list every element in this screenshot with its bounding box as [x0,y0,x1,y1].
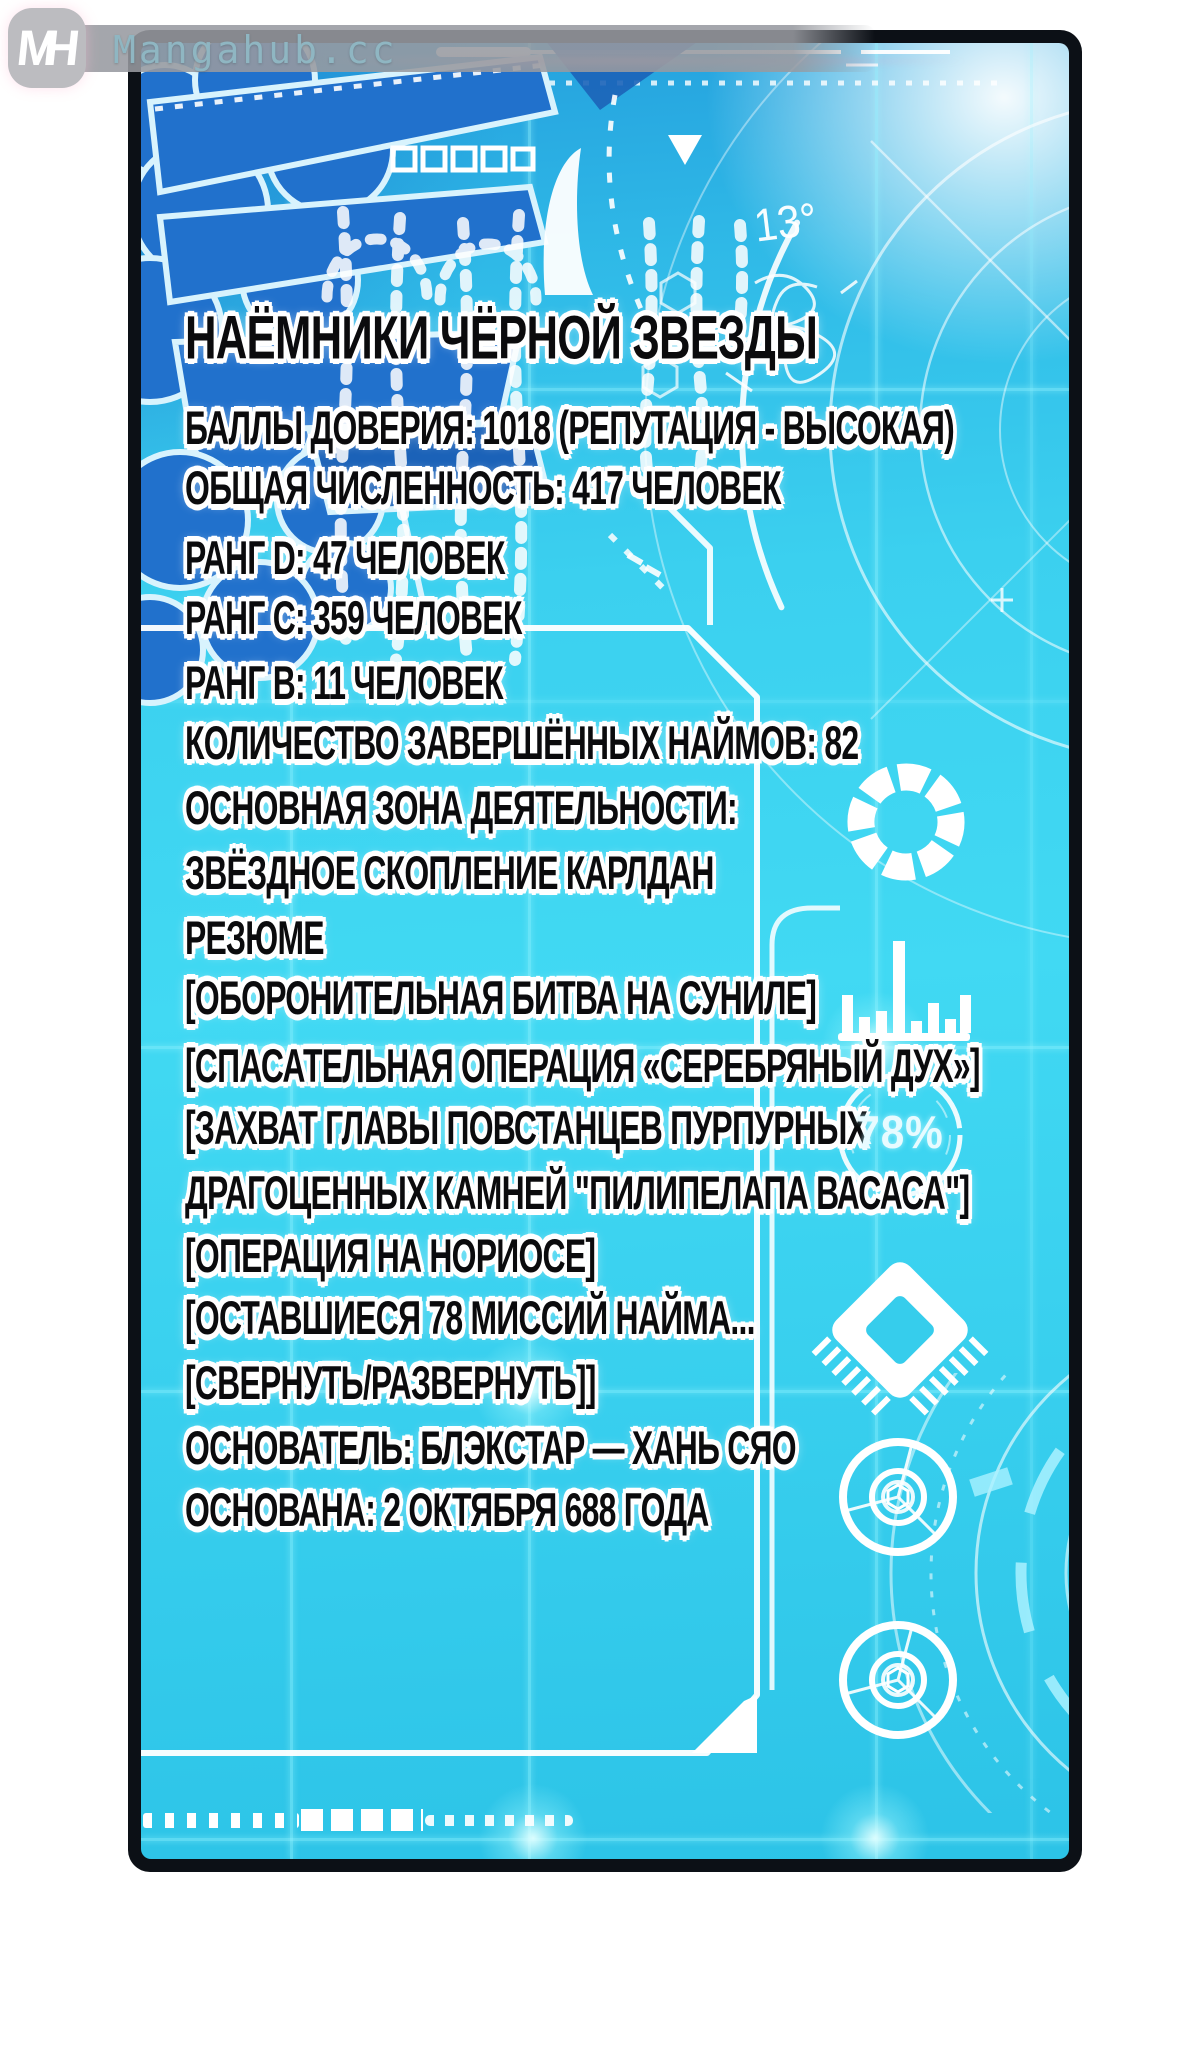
stat-line-18: ОСНОВАНА: 2 ОКТЯБРЯ 688 ГОДА [185,1483,709,1537]
stat-lines: НАЁМНИКИ ЧЁРНОЙ ЗВЕЗДЫ БАЛЛЫ ДОВЕРИЯ: 10… [141,43,1069,1859]
grid-glow [473,1335,583,1445]
stat-line-1: БАЛЛЫ ДОВЕРИЯ: 1018 (РЕПУТАЦИЯ - ВЫСОКАЯ… [185,401,955,455]
grid-line [141,388,1069,391]
bottom-tick-row [143,1813,299,1828]
grid-line [875,43,878,1859]
grid-line [141,1390,1069,1393]
grid-line [290,43,293,1859]
target-reticle-icon [839,1621,957,1739]
stat-line-10: [ОБОРОНИТЕЛЬНАЯ БИТВА НА СУНИЛЕ] [185,971,817,1025]
status-window-frame: НАЁМНИКИ ЧЁРНОЙ ЗВЕЗДЫ БАЛЛЫ ДОВЕРИЯ: 10… [128,30,1082,1872]
chip-icon [811,1262,989,1416]
site-logo[interactable]: MH [8,8,86,88]
bottom-square-row [301,1809,423,1831]
grid-line [141,1838,1069,1841]
target-reticle-icon [839,1438,957,1556]
site-name[interactable]: Mangahub.cc [113,28,398,72]
glyph-squares [390,135,702,598]
bar-chart-icon [838,941,971,1041]
sub-panel-outline [141,475,840,1756]
stat-line-13: ДРАГОЦЕННЫХ КАМНЕЙ "ПИЛИПЕЛАПА ВАСАСА"] [185,1166,970,1220]
donut-ring-icon [847,763,965,881]
status-window: НАЁМНИКИ ЧЁРНОЙ ЗВЕЗДЫ БАЛЛЫ ДОВЕРИЯ: 10… [141,43,1069,1859]
dna-helix-art [141,43,696,706]
grid-glow [820,991,930,1101]
progress-percent-label: 78% [856,1106,944,1158]
site-logo-text: MH [13,20,68,76]
bottom-dot-row [425,1815,573,1826]
grid-line [528,43,531,1859]
grid-glow [820,1783,930,1859]
stat-line-3: РАНГ D: 47 ЧЕЛОВЕК [185,531,505,585]
dashed-curve [606,94,656,337]
bead-strings [321,206,749,666]
stat-line-6: КОЛИЧЕСТВО ЗАВЕРШЁННЫХ НАЙМОВ: 82 [185,716,859,770]
watermark-banner: Mangahub.cc [55,25,875,72]
concentric-arcs [889,1373,1069,1813]
stat-line-4: РАНГ C: 359 ЧЕЛОВЕК [185,591,522,645]
grid-line [141,700,1069,703]
stat-line-11: [СПАСАТЕЛЬНАЯ ОПЕРАЦИЯ «СЕРЕБРЯНЫЙ ДУХ»] [185,1039,981,1093]
stat-line-7: ОСНОВНАЯ ЗОНА ДЕЯТЕЛЬНОСТИ: [185,781,738,835]
stat-line-5: РАНГ B: 11 ЧЕЛОВЕК [185,656,504,710]
stat-line-2: ОБЩАЯ ЧИСЛЕННОСТЬ: 417 ЧЕЛОВЕК [185,461,781,515]
grid-line [1030,43,1033,1859]
stat-line-15: [ОСТАВШИЕСЯ 78 МИССИЙ НАЙМА... [185,1291,755,1345]
angle-label: 13° [751,192,820,252]
stat-line-12: [ЗАХВАТ ГЛАВЫ ПОВСТАНЦЕВ ПУРПУРНЫХ [185,1101,868,1155]
stat-line-9: РЕЗЮМЕ [185,911,325,965]
stat-line-16: [СВЕРНУТЬ/РАЗВЕРНУТЬ]] [185,1356,596,1410]
sail-shape [543,148,593,295]
hexagon-pattern [641,271,697,399]
squiggle-flourish [725,273,858,393]
grid-line [141,1046,1069,1049]
hud-decorations [141,43,1069,1813]
stat-line-17: ОСНОВАТЕЛЬ: БЛЭКСТАР — ХАНЬ СЯО [185,1421,797,1475]
progress-ring-icon [837,1072,963,1198]
stat-line-14: [ОПЕРАЦИЯ НА НОРИОСЕ] [185,1229,596,1283]
triangle-marker [668,135,702,165]
guild-title: НАЁМНИКИ ЧЁРНОЙ ЗВЕЗДЫ [185,302,818,372]
stat-line-8: ЗВЁЗДНОЕ СКОПЛЕНИЕ КАРЛДАН [185,846,714,900]
